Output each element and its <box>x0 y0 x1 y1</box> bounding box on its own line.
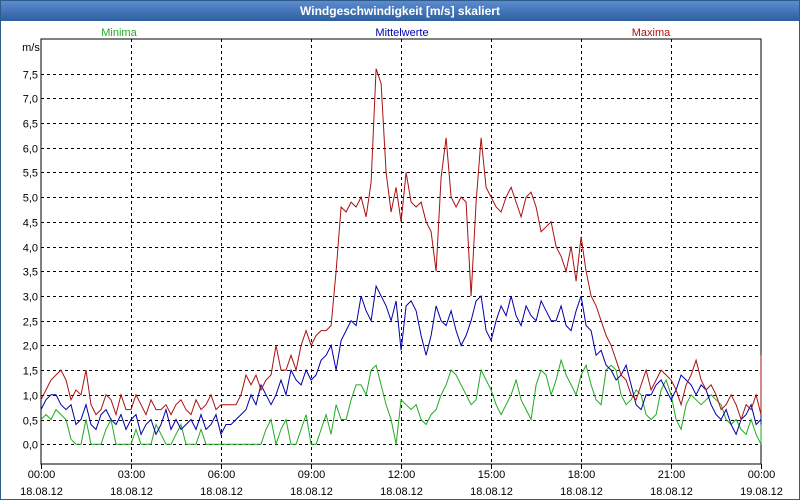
legend-maxima: Maxima <box>632 27 671 39</box>
window-title: Windgeschwindigkeit [m/s] skaliert <box>1 1 799 21</box>
x-tick-time: 06:00 <box>208 469 236 481</box>
y-tick-label: 4,0 <box>23 243 38 255</box>
x-tick-time: 00:00 <box>748 469 776 481</box>
y-tick-label: 2,0 <box>23 341 38 353</box>
y-tick-label: 7,5 <box>23 70 38 82</box>
x-tick-time: 21:00 <box>658 469 686 481</box>
x-tick-time: 15:00 <box>478 469 506 481</box>
x-tick-date: 18.08.12 <box>650 486 693 498</box>
legend-minima: Minima <box>101 27 137 39</box>
series-line-maxima <box>40 68 762 422</box>
y-tick-label: 3,0 <box>23 292 38 304</box>
x-tick-date: 18.08.12 <box>290 486 333 498</box>
y-tick-label: 5,0 <box>23 193 38 205</box>
x-tick-time: 18:00 <box>568 469 596 481</box>
y-tick-label: 2,5 <box>23 317 38 329</box>
wind-speed-chart: 0,0 0,5 1,0 1,5 2,0 2,5 3,0 3,5 4,0 4,5 5,0 5,5 6,0 6… <box>20 27 783 498</box>
y-tick-label: 6,0 <box>23 144 38 156</box>
series-line-minima <box>40 358 762 447</box>
y-tick-label: 3,5 <box>23 267 38 279</box>
x-tick-time: 03:00 <box>118 469 146 481</box>
y-tick-label: 1,0 <box>23 391 38 403</box>
x-tick-date: 18.08.12 <box>560 486 603 498</box>
y-tick-label: 0,5 <box>23 416 38 428</box>
y-tick-label: 1,5 <box>23 366 38 378</box>
x-tick-date: 18.08.12 <box>380 486 423 498</box>
legend-mittelwerte: Mittelwerte <box>375 27 428 39</box>
x-tick-time: 09:00 <box>298 469 326 481</box>
y-tick-label: 5,5 <box>23 168 38 180</box>
y-tick-label: 0,0 <box>23 440 38 452</box>
x-tick-date: 18.08.12 <box>200 486 243 498</box>
x-tick-date: 18.08.12 <box>20 486 63 498</box>
series-line-mittelwerte <box>40 284 762 436</box>
y-tick-label: 6,5 <box>23 119 38 131</box>
x-tick-date: 18.08.12 <box>110 486 153 498</box>
y-axis-label: m/s <box>22 42 40 54</box>
x-tick-date: 18.08.12 <box>470 486 513 498</box>
y-tick-label: 4,5 <box>23 218 38 230</box>
x-tick-time: 12:00 <box>388 469 416 481</box>
x-tick-date: 19.08.12 <box>740 486 783 498</box>
y-tick-label: 7,0 <box>23 94 38 106</box>
x-tick-time: 00:00 <box>28 469 56 481</box>
